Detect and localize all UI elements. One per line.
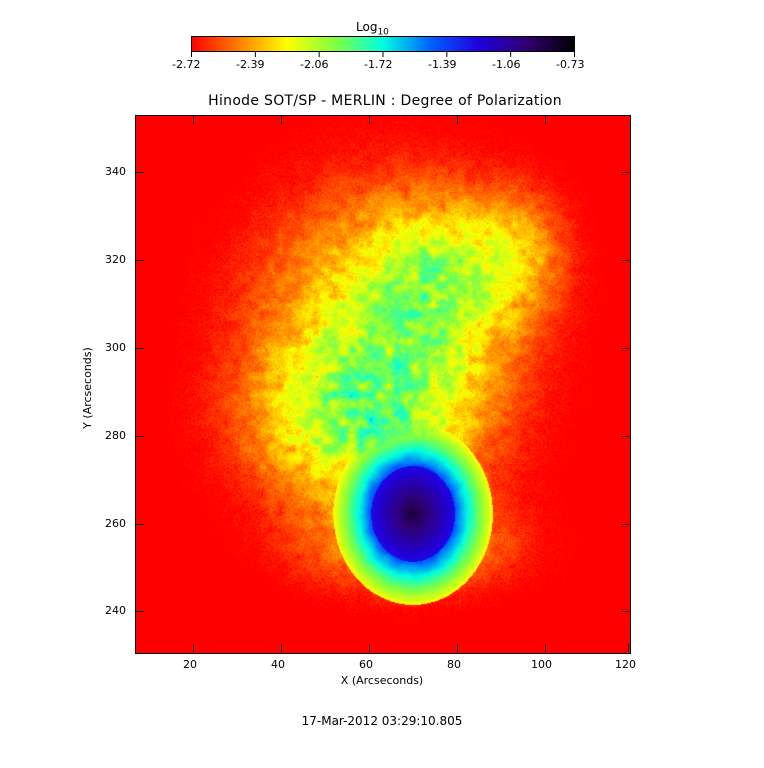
y-tick-label: 300 bbox=[105, 341, 126, 354]
x-tick-label: 80 bbox=[447, 658, 461, 671]
y-tick-label: 240 bbox=[105, 604, 126, 617]
x-tick-label: 40 bbox=[271, 658, 285, 671]
colorbar-tick: -0.73 bbox=[556, 58, 585, 71]
polarization-map bbox=[135, 115, 631, 654]
colorbar bbox=[191, 36, 575, 52]
colorbar-tick: -1.39 bbox=[428, 58, 457, 71]
x-axis-label: X (Arcseconds) bbox=[340, 674, 424, 687]
x-tick-label: 120 bbox=[615, 658, 636, 671]
x-tick-label: 60 bbox=[359, 658, 373, 671]
colorbar-label: Log10 bbox=[356, 20, 389, 38]
y-axis-label: Y (Arcseconds) bbox=[81, 347, 94, 429]
y-tick-label: 320 bbox=[105, 253, 126, 266]
y-tick-label: 340 bbox=[105, 165, 126, 178]
colorbar-tick: -1.72 bbox=[364, 58, 393, 71]
timestamp: 17-Mar-2012 03:29:10.805 bbox=[301, 714, 463, 728]
colorbar-tick: -1.06 bbox=[492, 58, 521, 71]
polarization-image bbox=[136, 116, 630, 653]
colorbar-tick-marks bbox=[191, 52, 575, 57]
colorbar-gradient bbox=[191, 36, 575, 52]
colorbar-tick: -2.72 bbox=[172, 58, 201, 71]
y-tick-label: 280 bbox=[105, 429, 126, 442]
plot-title: Hinode SOT/SP - MERLIN : Degree of Polar… bbox=[208, 93, 562, 109]
x-tick-label: 20 bbox=[183, 658, 197, 671]
x-tick-label: 100 bbox=[531, 658, 552, 671]
axis-tick-marks bbox=[136, 116, 629, 652]
colorbar-tick: -2.06 bbox=[300, 58, 329, 71]
colorbar-tick: -2.39 bbox=[236, 58, 265, 71]
colorbar-ticks: -2.72 -2.39 -2.06 -1.72 -1.39 -1.06 -0.7… bbox=[172, 58, 600, 74]
y-tick-label: 260 bbox=[105, 517, 126, 530]
